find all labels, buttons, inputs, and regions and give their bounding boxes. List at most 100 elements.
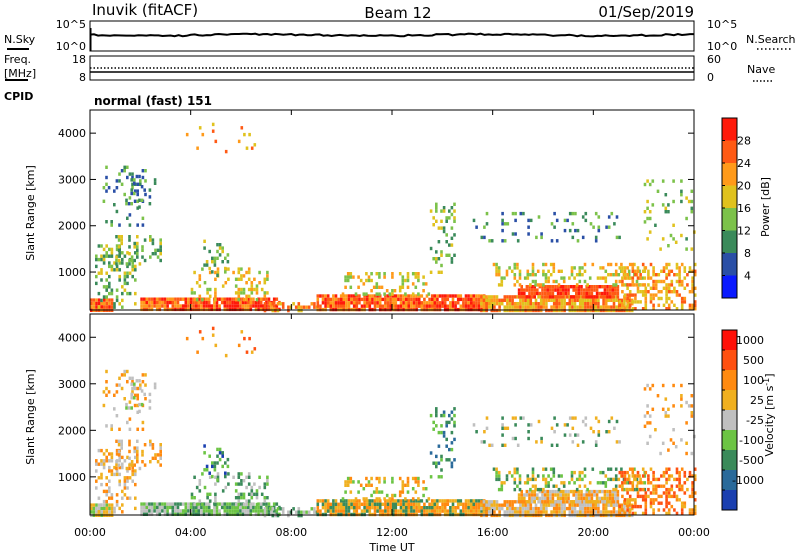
range-gate-cell (620, 510, 624, 514)
range-gate-cell (493, 503, 496, 507)
range-gate-cell (556, 493, 560, 497)
range-gate-cell (138, 466, 142, 471)
range-gate-cell (131, 261, 134, 265)
range-gate-cell (168, 307, 172, 312)
range-gate-cell (571, 503, 574, 507)
range-gate-cell (568, 302, 572, 306)
range-gate-cell (176, 512, 180, 516)
range-gate-cell (683, 491, 687, 495)
range-gate-cell (207, 512, 211, 516)
range-gate-cell (664, 411, 668, 415)
range-gate-cell (174, 304, 177, 308)
range-gate-cell (524, 510, 527, 514)
range-gate-cell (250, 489, 254, 493)
range-gate-cell (389, 506, 392, 510)
range-gate-cell (414, 285, 418, 289)
range-gate-cell (110, 510, 114, 514)
range-gate-cell (254, 512, 258, 516)
range-gate-cell (685, 441, 688, 445)
range-gate-cell (665, 470, 668, 475)
range-gate-cell (614, 484, 618, 488)
range-gate-cell (540, 235, 543, 240)
range-gate-cell (420, 499, 424, 503)
range-gate-cell (224, 461, 227, 465)
range-gate-cell (614, 496, 617, 501)
range-gate-cell (250, 284, 254, 288)
range-gate-cell (547, 484, 550, 488)
range-gate-cell (614, 291, 617, 296)
range-gate-cell (359, 483, 363, 487)
range-gate-cell (105, 499, 108, 504)
range-gate-cell (534, 273, 537, 277)
range-gate-cell (638, 474, 641, 478)
range-gate-cell (263, 485, 267, 490)
range-gate-cell (594, 503, 598, 507)
range-gate-cell (239, 509, 242, 513)
range-gate-cell (267, 304, 271, 308)
range-gate-cell (552, 262, 556, 267)
range-gate-cell (241, 307, 245, 312)
range-gate-cell (566, 218, 569, 223)
range-gate-cell (210, 304, 214, 308)
range-gate-cell (140, 509, 143, 513)
range-gate-cell (662, 474, 666, 478)
range-gate-cell (108, 496, 111, 500)
range-gate-cell (693, 286, 697, 290)
range-gate-cell (605, 430, 608, 434)
range-gate-cell (623, 474, 627, 478)
range-gate-cell (198, 499, 202, 503)
range-gate-cell (192, 505, 195, 510)
range-gate-cell (543, 489, 547, 494)
range-gate-cell (316, 502, 320, 506)
range-gate-cell (589, 222, 593, 226)
range-gate-cell (131, 376, 134, 380)
range-gate-cell (641, 269, 645, 273)
range-gate-cell (118, 472, 121, 477)
range-gate-cell (652, 484, 655, 488)
range-gate-cell (245, 298, 248, 302)
range-gate-cell (365, 278, 368, 283)
range-gate-cell (581, 470, 584, 475)
range-gate-cell (615, 419, 619, 424)
range-gate-cell (115, 499, 119, 504)
range-gate-cell (570, 269, 574, 273)
range-gate-cell (341, 292, 345, 296)
range-gate-cell (620, 305, 624, 309)
range-gate-cell (268, 302, 272, 306)
range-gate-cell (590, 291, 594, 296)
velocity-colorbar-label: Velocity [m s-1] (762, 373, 776, 456)
range-gate-cell (595, 291, 599, 296)
range-gate-cell (610, 211, 614, 216)
range-gate-cell (634, 296, 637, 301)
range-gate-cell (485, 416, 489, 420)
range-gate-cell (686, 487, 689, 492)
range-gate-cell (216, 249, 219, 254)
range-gate-cell (626, 470, 629, 475)
range-gate-cell (218, 512, 221, 516)
range-gate-cell (448, 420, 451, 425)
range-gate-cell (242, 492, 246, 496)
range-gate-cell (628, 487, 632, 492)
range-gate-cell (497, 283, 501, 287)
range-gate-cell (467, 294, 470, 298)
range-gate-cell (615, 235, 619, 240)
range-gate-cell (601, 276, 605, 280)
range-gate-cell (184, 307, 188, 312)
range-gate-cell (690, 451, 694, 456)
range-gate-cell (667, 491, 671, 495)
range-gate-cell (531, 269, 535, 273)
range-gate-cell (140, 502, 143, 506)
range-gate-cell (537, 295, 540, 299)
range-gate-cell (618, 484, 622, 488)
range-gate-cell (378, 301, 382, 305)
range-gate-cell (406, 480, 410, 484)
range-gate-cell (683, 470, 687, 475)
range-gate-cell (661, 203, 665, 207)
range-gate-cell (185, 336, 189, 341)
range-gate-cell (97, 305, 101, 309)
range-gate-cell (113, 407, 116, 411)
range-gate-cell (450, 417, 454, 421)
range-gate-cell (626, 477, 629, 482)
range-gate-cell (631, 276, 635, 280)
range-gate-cell (211, 333, 215, 337)
